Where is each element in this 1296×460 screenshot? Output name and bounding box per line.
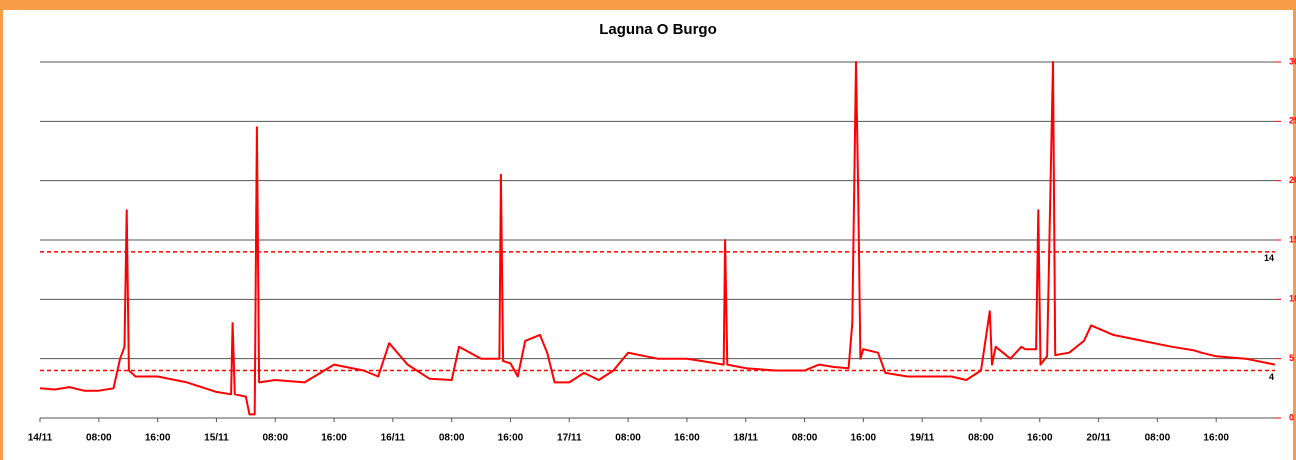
y-tick-label: 25: [1289, 116, 1296, 126]
x-tick-label: 15/11: [204, 433, 229, 444]
x-tick-label: 14/11: [28, 433, 53, 444]
y-tick-label: 10: [1289, 294, 1296, 304]
x-tick-label: 16:00: [851, 433, 877, 444]
x-tick-label: 08:00: [439, 433, 465, 444]
x-tick-label: 16:00: [145, 433, 171, 444]
x-tick-label: 08:00: [792, 433, 818, 444]
x-tick-label: 08:00: [86, 433, 112, 444]
reference-label: 14: [1264, 253, 1274, 263]
x-tick-label: 16:00: [498, 433, 524, 444]
x-tick-label: 18/11: [733, 433, 758, 444]
data-line: [39, 61, 1276, 416]
x-tick-label: 16:00: [1203, 433, 1229, 444]
x-tick-label: 08:00: [262, 433, 288, 444]
x-tick-label: 20/11: [1086, 433, 1111, 444]
y-tick-label: 20: [1289, 175, 1296, 185]
x-tick-label: 19/11: [910, 433, 935, 444]
reference-label: 4: [1269, 372, 1274, 382]
x-tick-label: 08:00: [968, 433, 994, 444]
x-tick-label: 08:00: [615, 433, 641, 444]
y-tick-label: 15: [1289, 234, 1296, 244]
x-tick-label: 16:00: [1027, 433, 1053, 444]
x-tick-label: 16/11: [381, 433, 406, 444]
x-tick-label: 17/11: [557, 433, 582, 444]
right-border: [1293, 0, 1296, 460]
left-border: [0, 0, 3, 460]
x-tick-label: 16:00: [321, 433, 347, 444]
y-tick-label: 0: [1289, 412, 1294, 422]
top-border: [0, 0, 1296, 10]
y-tick-label: 30: [1289, 56, 1296, 66]
x-tick-label: 08:00: [1145, 433, 1171, 444]
y-tick-label: 5: [1289, 353, 1294, 363]
x-tick-label: 16:00: [674, 433, 700, 444]
chart-title: Laguna O Burgo: [599, 21, 717, 38]
